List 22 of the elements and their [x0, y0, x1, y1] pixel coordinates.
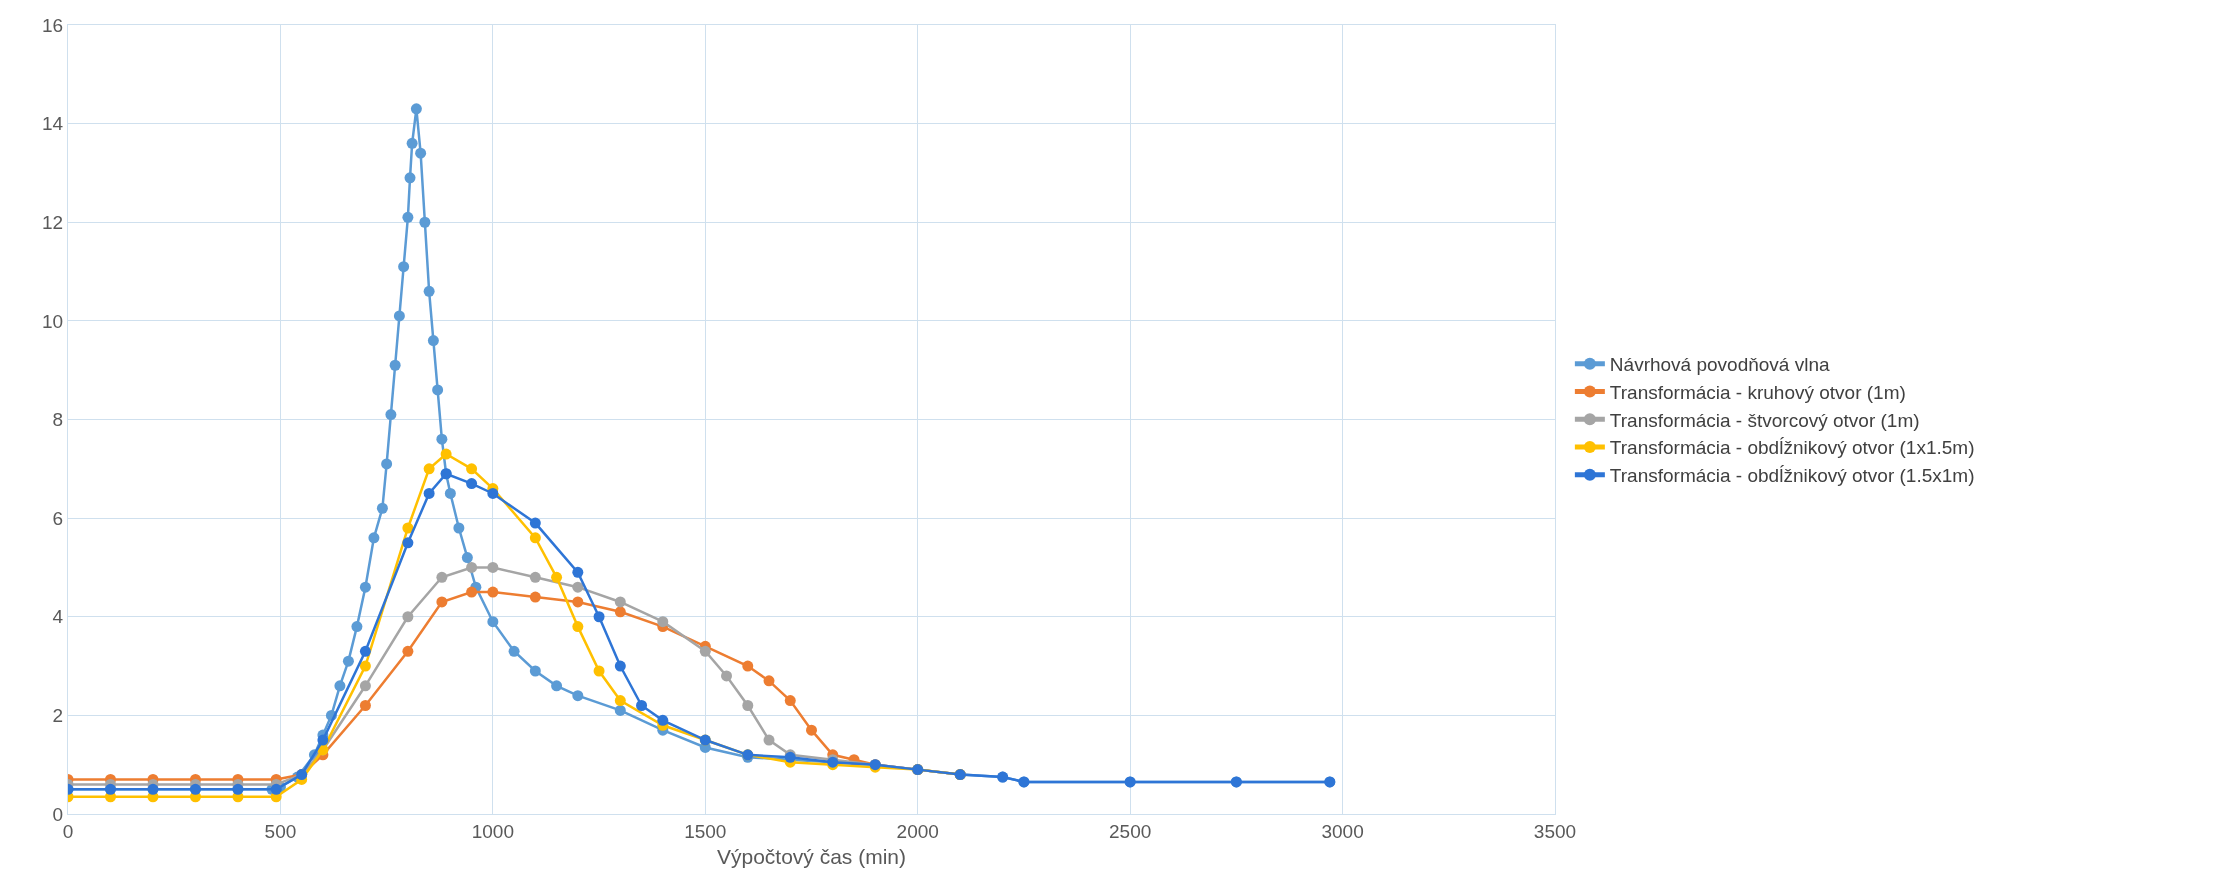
x-tick-label: 1500 [684, 820, 727, 842]
y-tick-label: 14 [42, 113, 64, 135]
legend-label: Transformácia - kruhový otvor (1m) [1609, 381, 1906, 403]
y-tick-label: 10 [42, 310, 64, 332]
legend-label: Transformácia - obdĺžnikový otvor (1x1.5m) [1609, 437, 1975, 459]
y-tick-label: 0 [52, 803, 64, 825]
x-tick-label: 1000 [471, 820, 514, 842]
y-tick-label: 8 [52, 409, 64, 431]
x-tick-label: 500 [264, 820, 297, 842]
x-tick-label: 3000 [1321, 820, 1364, 842]
x-axis-title: Výpočtový čas (min) [716, 845, 907, 868]
y-tick-label: 6 [52, 507, 64, 529]
x-tick-label: 2500 [1109, 820, 1152, 842]
legend-label: Transformácia - štvorcový otvor (1m) [1609, 409, 1920, 431]
y-tick-label: 16 [42, 14, 64, 36]
x-tick-label: 3500 [1533, 820, 1577, 842]
legend-label: Transformácia - obdĺžnikový otvor (1.5x1m) [1609, 465, 1975, 487]
x-tick-label: 2000 [896, 820, 939, 842]
legend-label: Návrhová povodňová vlna [1609, 354, 1830, 376]
y-tick-label: 12 [42, 211, 64, 233]
y-tick-label: 4 [52, 606, 64, 628]
y-tick-label: 2 [52, 705, 64, 727]
